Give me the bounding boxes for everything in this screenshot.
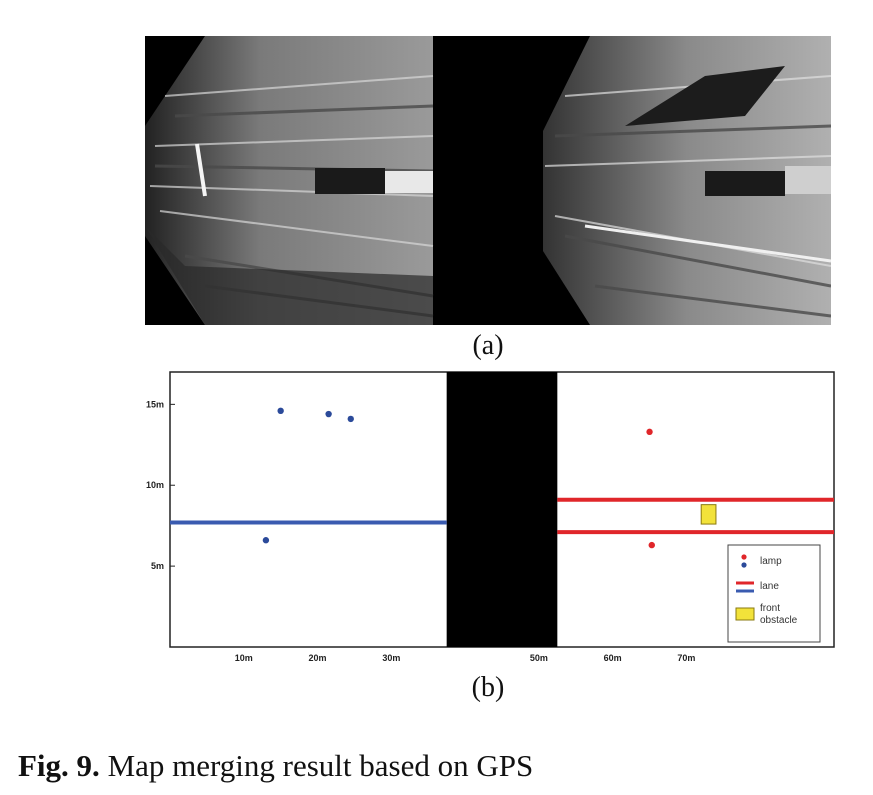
legend-box — [727, 544, 821, 643]
subfigure-label-a: (a) — [472, 330, 504, 361]
x-tick-label: 30m — [382, 653, 400, 663]
x-tick-label: 20m — [309, 653, 327, 663]
y-tick-label: 5m — [151, 561, 164, 571]
legend-label-obstacle-line2: obstacle — [760, 615, 798, 626]
legend-label-lamp: lamp — [760, 556, 782, 567]
lamp-point-blue — [262, 537, 270, 544]
x-tick-label: 60m — [604, 653, 622, 663]
legend-lamp-red-dot — [741, 554, 747, 560]
birdseye-merged-image — [145, 36, 831, 325]
subfigure-label-b: (b) — [471, 672, 505, 703]
figure-number: Fig. 9. — [18, 748, 100, 783]
figure-caption: Fig. 9. Map merging result based on GPS — [18, 748, 533, 784]
lamp-point-red — [646, 428, 653, 436]
legend-obstacle-swatch — [735, 607, 755, 621]
front-obstacle-box — [700, 504, 717, 525]
lamp-point-blue — [325, 410, 332, 418]
legend-label-obstacle-line1: front — [760, 603, 780, 614]
x-tick-label: 10m — [235, 653, 253, 663]
caption-text: Map merging result based on GPS — [99, 748, 534, 783]
x-tick-label: 70m — [677, 653, 695, 663]
map-gap-band — [446, 372, 558, 647]
legend-lamp-blue-dot — [741, 562, 747, 568]
map-merge-chart: 15m 10m 5m 10m 20m 30m 50m 60m 70m lamp lane fronto… — [146, 371, 835, 663]
lamp-point-blue — [347, 415, 354, 423]
lamp-point-blue — [277, 407, 284, 415]
lamp-point-red — [648, 541, 655, 549]
y-tick-label: 15m — [146, 399, 164, 409]
x-tick-label: 50m — [530, 653, 548, 663]
legend-label-lane: lane — [760, 581, 779, 592]
y-tick-label: 10m — [146, 480, 164, 490]
